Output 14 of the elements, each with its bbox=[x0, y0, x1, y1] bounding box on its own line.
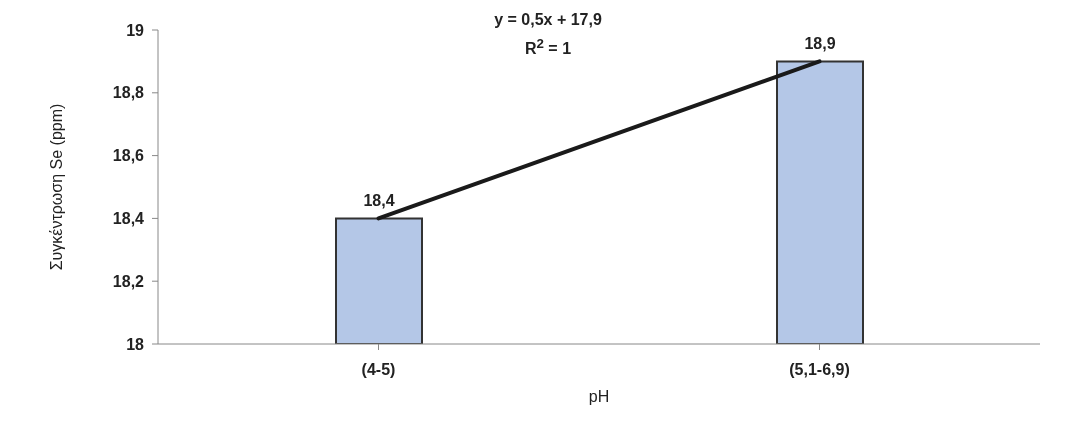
y-tick-label: 18,2 bbox=[112, 272, 145, 290]
y-tick-label: 18,4 bbox=[112, 210, 145, 228]
y-axis-title: Συγκέντρωση Se (ppm) bbox=[47, 103, 65, 271]
y-tick-label: 18,6 bbox=[112, 147, 145, 165]
x-tick-label: (4-5) bbox=[361, 361, 396, 379]
x-tick-label: (5,1-6,9) bbox=[789, 361, 850, 379]
y-tick-label: 19 bbox=[126, 21, 145, 39]
text: y = 0,5x + 17,9 bbox=[493, 10, 603, 30]
data-label: 18,9 bbox=[804, 35, 836, 53]
x-axis-title: pH bbox=[588, 388, 610, 405]
y-tick-label: 18 bbox=[126, 335, 145, 353]
annotation: R$^{2}$ = 1 bbox=[523, 35, 573, 60]
data-label: 18,4 bbox=[363, 192, 395, 210]
y-tick-label: 18,8 bbox=[112, 84, 145, 102]
